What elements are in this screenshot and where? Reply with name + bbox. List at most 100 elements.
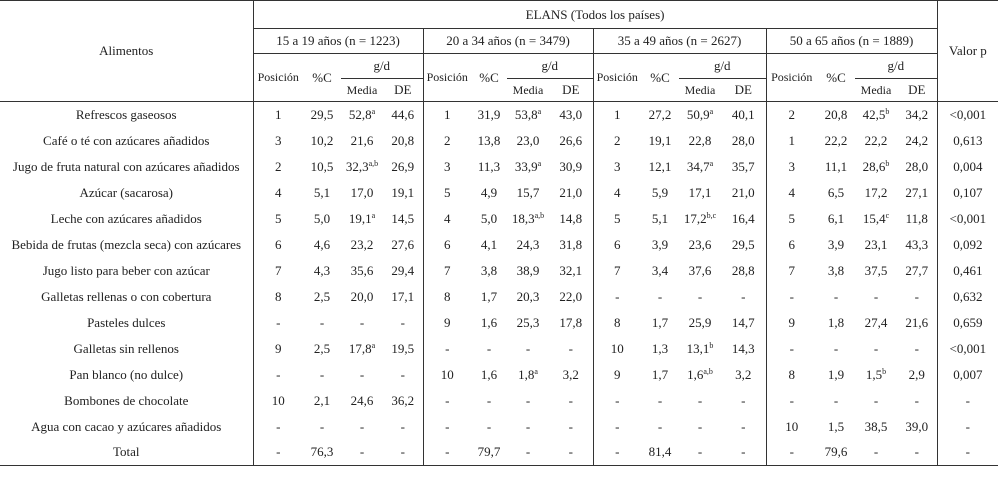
sd-cell: - xyxy=(400,418,405,434)
mean-cell: 24,3 xyxy=(507,232,549,258)
position-cell: - xyxy=(592,283,641,310)
table-row: Pasteles dulces - - - -9 1,6 25,3 17,8 8 1,7 25,9 1… xyxy=(0,309,998,336)
mean-cell: 27,4 xyxy=(855,310,897,336)
sd-cell: 14,8 xyxy=(559,210,583,226)
pct-cell: 3,8 xyxy=(480,262,498,278)
sd-cell: 30,9 xyxy=(559,158,583,174)
mean-value: - xyxy=(525,444,531,460)
pct-cell: - xyxy=(657,288,663,304)
mean-cell: 17,2b,c xyxy=(679,206,721,232)
food-name: Refrescos gaseosos xyxy=(75,106,177,122)
sd-cell: - xyxy=(568,340,573,356)
mean-value: 24,3 xyxy=(516,236,540,252)
mean-value: 38,5 xyxy=(864,418,888,434)
position-cell: - xyxy=(252,361,303,388)
pct-cell: 11,1 xyxy=(824,158,848,174)
pct-cell: 3,9 xyxy=(651,236,669,252)
pct-cell: 10,2 xyxy=(310,132,334,148)
mean-value: 17,0 xyxy=(350,184,374,200)
mean-cell: - xyxy=(507,336,549,362)
pvalue-cell: <0,001 xyxy=(936,335,998,362)
table-body: Refrescos gaseosos 1 29,5 52,8a 44,6 1 31,9 53,… xyxy=(0,101,998,466)
mean-value: - xyxy=(873,288,879,304)
pct-cell: 6,5 xyxy=(827,184,845,200)
mean-value: 35,6 xyxy=(350,262,374,278)
pct-cell: 13,8 xyxy=(477,132,501,148)
sd-cell: 40,1 xyxy=(731,106,755,122)
mean-value: 20,3 xyxy=(516,288,540,304)
table-row: Bombones de chocolate 10 2,1 24,6 36,2- - - - - -… xyxy=(0,387,998,414)
pct-cell: - xyxy=(657,418,663,434)
pct-cell: 2,5 xyxy=(313,288,331,304)
sd-cell: 21,6 xyxy=(905,314,929,330)
pvalue-cell: - xyxy=(936,413,998,440)
position-cell: 1 xyxy=(765,127,817,154)
mean-cell: 33,9a xyxy=(507,154,549,180)
mean-superscript: b xyxy=(709,340,714,350)
mean-superscript: a xyxy=(371,340,376,350)
position-cell: - xyxy=(592,387,641,414)
pct-cell: - xyxy=(486,392,492,408)
position-cell: - xyxy=(765,283,817,310)
mean-value: 33,9 xyxy=(514,158,538,174)
header-mean: Media xyxy=(855,78,897,102)
position-cell: 1 xyxy=(422,101,471,128)
pvalue-cell: <0,001 xyxy=(936,205,998,232)
header-mean: Media xyxy=(507,78,549,102)
mean-cell: 23,0 xyxy=(507,128,549,154)
pct-cell: 3,4 xyxy=(651,262,669,278)
mean-value: 52,8 xyxy=(348,106,372,122)
sd-cell: 3,2 xyxy=(735,366,752,382)
position-cell: 3 xyxy=(252,127,303,154)
header-sd: DE xyxy=(383,78,423,102)
pct-cell: 5,0 xyxy=(313,210,331,226)
table-row: Jugo de fruta natural con azúcares añadi… xyxy=(0,153,998,180)
sd-cell: 35,7 xyxy=(731,158,755,174)
header-age-group-4: 50 a 65 años (n = 1889) xyxy=(765,28,938,54)
pct-cell: - xyxy=(486,340,492,356)
position-cell: 5 xyxy=(592,205,641,232)
mean-superscript: a xyxy=(371,106,376,116)
mean-value: 18,3 xyxy=(511,210,535,226)
pvalue-cell: <0,001 xyxy=(936,101,998,128)
table-row: Pan blanco (no dulce) - - - -10 1,6 1,8a 3,2 9 1,… xyxy=(0,361,998,388)
position-cell: 4 xyxy=(252,179,303,206)
header-pct: %C xyxy=(471,53,507,102)
header-mean: Media xyxy=(341,78,383,102)
table-row: Total -76,3- - -79,7- - -81,4- - -79,6- - - xyxy=(0,439,998,466)
position-cell: - xyxy=(765,335,817,362)
pct-cell: 12,1 xyxy=(648,158,672,174)
position-cell: - xyxy=(422,413,471,440)
mean-superscript: c xyxy=(885,210,890,220)
mean-cell: - xyxy=(855,388,897,414)
mean-value: - xyxy=(359,418,365,434)
mean-value: 22,8 xyxy=(688,132,712,148)
position-cell: 10 xyxy=(252,387,303,414)
pct-cell: 79,7 xyxy=(471,439,507,466)
food-name: Leche con azúcares añadidos xyxy=(50,210,202,226)
position-cell: 6 xyxy=(765,231,817,258)
table-row: Bebida de frutas (mezcla seca) con azúca… xyxy=(0,231,998,258)
pvalue-cell: 0,461 xyxy=(936,257,998,284)
pct-cell: - xyxy=(486,418,492,434)
header-age-group-2: 20 a 34 años (n = 3479) xyxy=(422,28,593,54)
pct-cell: - xyxy=(319,418,325,434)
mean-cell: 38,9 xyxy=(507,258,549,284)
sd-cell: 27,6 xyxy=(391,236,415,252)
pct-cell: 5,0 xyxy=(480,210,498,226)
header-elans: ELANS (Todos los países) xyxy=(252,0,938,29)
position-cell: 7 xyxy=(592,257,641,284)
position-cell: 3 xyxy=(592,153,641,180)
pct-cell: 4,9 xyxy=(480,184,498,200)
mean-cell: 20,3 xyxy=(507,284,549,310)
mean-superscript: a xyxy=(534,366,538,376)
mean-cell: 24,6 xyxy=(341,388,383,414)
pvalue-cell: 0,092 xyxy=(936,231,998,258)
header-pvalue: Valor p xyxy=(936,0,998,102)
mean-cell: 17,0 xyxy=(341,180,383,206)
sd-cell: - xyxy=(741,288,746,304)
pct-cell: - xyxy=(319,366,325,382)
sd-cell: 14,3 xyxy=(731,340,755,356)
position-cell: 6 xyxy=(252,231,303,258)
table-row: Refrescos gaseosos 1 29,5 52,8a 44,6 1 31,9 53,… xyxy=(0,101,998,128)
